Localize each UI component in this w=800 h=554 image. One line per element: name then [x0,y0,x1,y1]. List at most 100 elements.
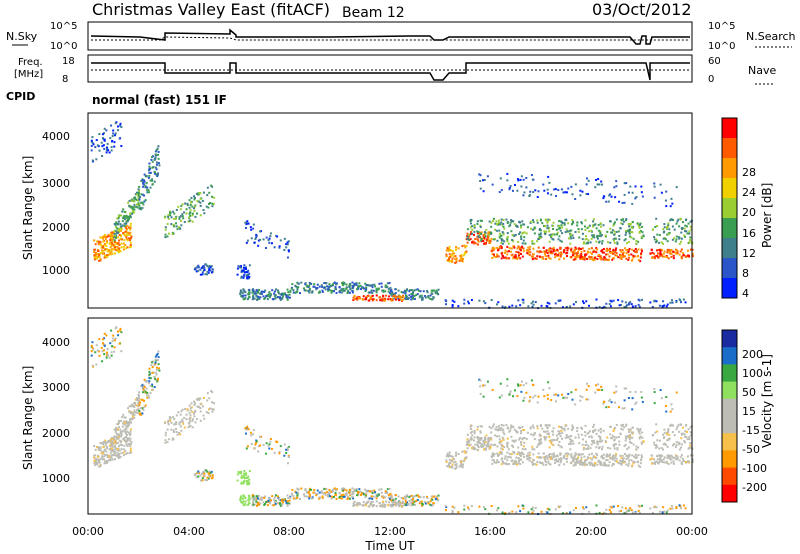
velocity-cell [424,502,427,505]
power-cell [641,231,644,234]
power-cell [575,253,578,256]
velocity-cell [388,498,391,501]
power-cell [592,224,595,227]
power-cell [338,286,341,289]
power-cell [274,296,277,299]
power-cell [274,288,277,291]
power-cell [574,246,577,249]
power-cell [577,228,580,231]
power-cell [517,240,520,243]
power-ytick-1000: 1000 [42,264,70,277]
power-cell [586,241,589,244]
velocity-cell [627,462,630,465]
velocity-cell [590,452,593,455]
velocity-cell [483,384,486,387]
date-label: 03/Oct/2012 [592,0,692,19]
power-cell [526,226,529,229]
velocity-cell [573,455,576,458]
velocity-cell [211,474,214,477]
power-cell [108,242,111,245]
power-cell [143,180,146,183]
velocity-cell [206,476,209,479]
power-cell [114,225,117,228]
power-cell [205,205,208,208]
power-cell [663,304,666,307]
velocity-cell [490,455,493,458]
power-cell [514,256,517,259]
power-cell [131,207,134,210]
velocity-cell [516,395,519,398]
power-cell [635,251,638,254]
power-cell [658,255,661,258]
velocity-cell [137,407,140,410]
velocity-cell [570,454,573,457]
velocity-cell [520,441,523,444]
power-cell [631,258,634,261]
velocity-cell [367,497,370,500]
velocity-cell [244,500,247,503]
power-cell [547,256,550,259]
power-cell [554,188,557,191]
velocity-cell [155,368,158,371]
power-cell [588,247,591,250]
power-cell [174,222,177,225]
velocity-cell [680,443,683,446]
velocity-cell [173,423,176,426]
power-cell [571,234,574,237]
velocity-cell [485,445,488,448]
power-cell [309,283,312,286]
velocity-cell [260,498,263,501]
velocity-cell [566,457,569,460]
velocity-cell [501,460,504,463]
power-cell [557,189,560,192]
beam-label: Beam 12 [342,5,405,21]
power-cell [108,249,111,252]
velocity-cell [496,459,499,462]
power-cell [559,229,562,232]
velocity-cell [446,454,449,457]
power-cell [268,241,271,244]
power-cell [569,235,572,238]
power-cell [635,196,638,199]
velocity-cell [508,455,511,458]
velocity-cell [415,494,418,497]
power-cell [543,230,546,233]
velocity-cell [571,427,574,430]
power-cell [191,220,194,223]
velocity-cell [612,443,615,446]
velocity-cell [111,345,114,348]
velocity-cell [348,490,351,493]
velocity-cell [659,459,662,462]
power-cell [622,255,625,258]
power-cell [655,238,658,241]
velocity-cell [101,342,104,345]
velocity-cell [122,448,125,451]
velocity-cell [296,488,299,491]
power-cell [582,242,585,245]
power-cell [589,251,592,254]
velocity-cell [487,440,490,443]
velocity-cell [684,430,687,433]
velocity-cell [622,457,625,460]
velocity-cell [398,501,401,504]
velocity-cell [607,454,610,457]
velocity-cell [240,496,243,499]
power-cell [580,228,583,231]
velocity-cell [547,433,550,436]
power-cell [141,201,144,204]
velocity-cell [538,456,541,459]
power-cell [136,192,139,195]
velocity-cell [106,441,109,444]
velocity-cell [454,467,457,470]
velocity-cell [189,420,192,423]
power-cell [408,290,411,293]
power-cell [260,230,263,233]
velocity-cell [421,503,424,506]
power-cell [303,289,306,292]
velocity-cell [649,458,652,461]
power-cell [345,287,348,290]
power-cell [313,283,316,286]
velocity-cell [316,492,319,495]
velocity-cell [202,396,205,399]
power-cell [637,223,640,226]
